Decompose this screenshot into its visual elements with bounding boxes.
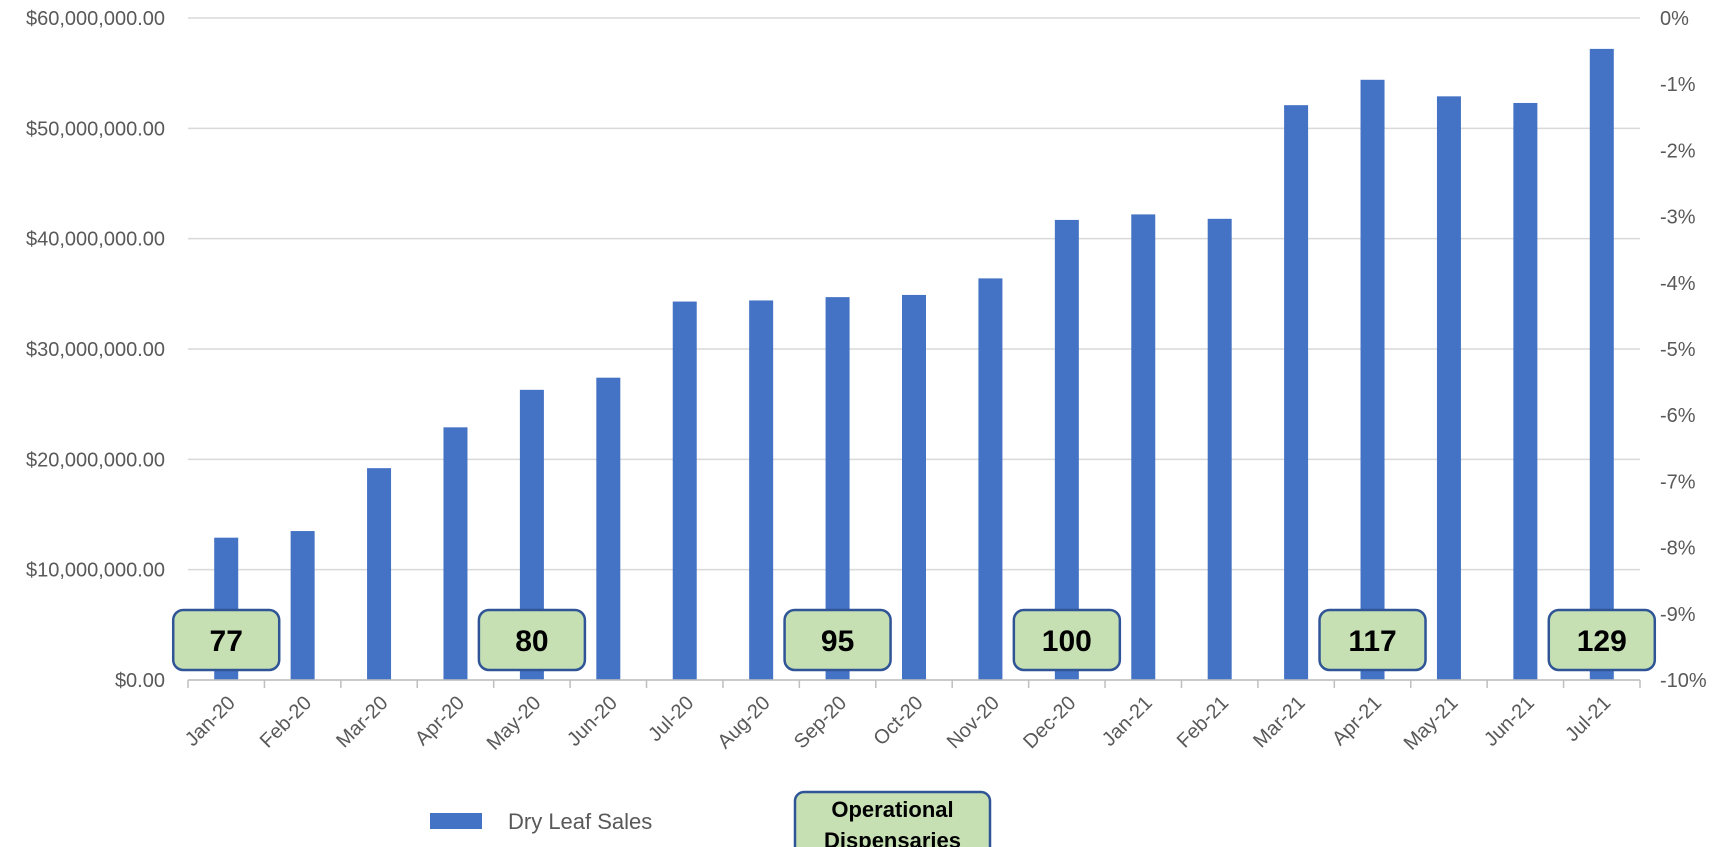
dispensary-count-label: 95	[821, 625, 854, 658]
dispensary-count-label: 117	[1348, 625, 1396, 658]
legend-dispensaries-box	[793, 790, 992, 847]
y2-tick-label: 0%	[1660, 8, 1689, 30]
legend-label-operational-dispensaries: Dispensaries	[824, 828, 961, 847]
legend: Dry Leaf Sales Operational Dispensaries	[430, 790, 992, 847]
y2-tick-label: -2%	[1660, 140, 1696, 162]
y-tick-label: $0.00	[115, 670, 165, 692]
x-tick-label: Apr-20	[411, 692, 469, 750]
bar-Nov-20	[978, 278, 1003, 680]
x-tick-label: Dec-20	[1019, 692, 1080, 753]
x-tick-label: Aug-20	[714, 692, 775, 753]
y2-tick-label: -10%	[1660, 670, 1707, 692]
y2-tick-label: -4%	[1660, 273, 1696, 295]
y2-tick-label: -9%	[1660, 604, 1696, 626]
bar-Dec-20	[1054, 219, 1079, 680]
x-tick-label: Jan-21	[1098, 692, 1157, 751]
legend-label-dry-leaf-sales: Dry Leaf Sales	[508, 809, 652, 834]
x-tick-label: Feb-21	[1173, 692, 1233, 752]
y2-tick-label: -5%	[1660, 339, 1696, 361]
x-tick-label: Mar-20	[332, 692, 392, 752]
dispensary-badge	[1547, 608, 1657, 672]
bar-Jan-21	[1131, 214, 1156, 681]
dispensary-badge	[477, 608, 587, 672]
dispensary-count-label: 80	[515, 625, 548, 658]
bar-Jun-21	[1513, 102, 1538, 680]
x-tick-label: Jan-20	[181, 692, 240, 751]
bar-Feb-20	[290, 531, 315, 680]
bar-Jul-20	[672, 301, 697, 680]
legend-swatch-dry-leaf-sales	[430, 813, 482, 829]
legend-label-operational-dispensaries: Operational	[831, 797, 953, 822]
x-tick-label: May-20	[483, 692, 546, 755]
bar-Mar-21	[1284, 105, 1309, 680]
bar-Feb-21	[1207, 218, 1232, 680]
y2-tick-label: -8%	[1660, 538, 1696, 560]
x-tick-label: Jul-20	[644, 692, 698, 746]
bar-Oct-20	[902, 294, 926, 680]
bars	[214, 48, 1614, 681]
x-tick-label: Mar-21	[1249, 692, 1309, 752]
y2-tick-label: -7%	[1660, 471, 1696, 493]
bar-Apr-20	[443, 427, 468, 680]
y2-tick-label: -3%	[1660, 207, 1696, 229]
x-tick-label: Jun-21	[1480, 692, 1539, 751]
bar-Jun-20	[596, 377, 621, 680]
bar-Aug-20	[749, 300, 774, 680]
x-tick-label: Jul-21	[1561, 692, 1615, 746]
bar-May-21	[1436, 96, 1461, 680]
x-tick-label: Feb-20	[256, 692, 316, 752]
x-tick-label: Jun-20	[563, 692, 622, 751]
dispensary-annotations: 77 80 95 100 117 129	[171, 608, 1657, 672]
dispensary-badge	[783, 608, 892, 672]
y-tick-label: $20,000,000.00	[26, 449, 165, 471]
y-tick-label: $30,000,000.00	[26, 339, 165, 361]
x-tick-label: Nov-20	[943, 692, 1004, 753]
y-tick-label: $60,000,000.00	[26, 8, 165, 30]
x-tick-label: Apr-21	[1328, 692, 1386, 750]
x-tick-label: Sep-20	[790, 692, 851, 753]
bar-Jul-21	[1589, 48, 1614, 681]
dispensary-badge	[1012, 608, 1122, 672]
y2-tick-label: -6%	[1660, 405, 1696, 427]
bar-Apr-21	[1360, 79, 1385, 680]
dispensary-count-label: 100	[1042, 625, 1092, 658]
x-tick-label: May-21	[1400, 692, 1463, 755]
bar-Mar-20	[367, 468, 392, 680]
dispensary-count-label: 129	[1577, 625, 1627, 658]
dispensary-badge	[1318, 608, 1427, 672]
x-tick-label: Oct-20	[870, 692, 928, 750]
y-tick-label: $10,000,000.00	[26, 560, 165, 582]
y-tick-label: $40,000,000.00	[26, 229, 165, 251]
y2-tick-label: -1%	[1660, 74, 1696, 96]
dispensary-count-label: 77	[210, 625, 243, 658]
y-tick-label: $50,000,000.00	[26, 118, 165, 140]
dispensary-badge	[171, 608, 281, 672]
